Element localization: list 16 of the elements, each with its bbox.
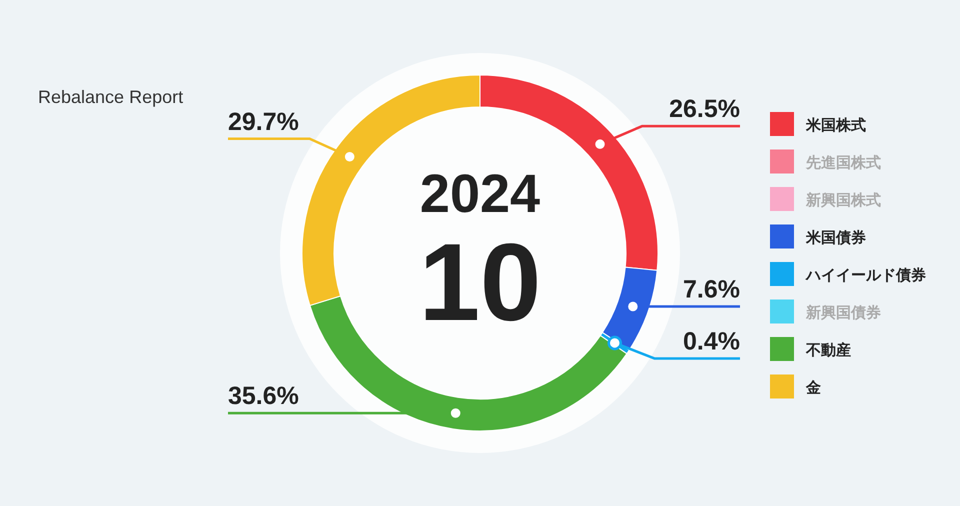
- legend-label: 米国株式: [805, 117, 866, 134]
- legend-label: 先進国株式: [805, 154, 881, 172]
- legend-label: 新興国債券: [805, 304, 881, 322]
- data-label: 0.4%: [683, 328, 740, 356]
- data-label: 35.6%: [228, 382, 299, 410]
- data-label: 29.7%: [228, 108, 299, 136]
- legend-label: 不動産: [805, 341, 851, 359]
- text: Rebalance Report: [38, 87, 184, 107]
- legend-label: 金: [805, 380, 821, 396]
- text: 10: [418, 221, 542, 344]
- text: 2024: [420, 164, 540, 224]
- data-label: 26.5%: [669, 95, 740, 124]
- data-label: 7.6%: [683, 276, 740, 304]
- legend-label: 新興国株式: [805, 191, 881, 209]
- legend-label: 米国債券: [805, 230, 866, 246]
- legend-label: ハイイールド債券: [805, 267, 926, 284]
